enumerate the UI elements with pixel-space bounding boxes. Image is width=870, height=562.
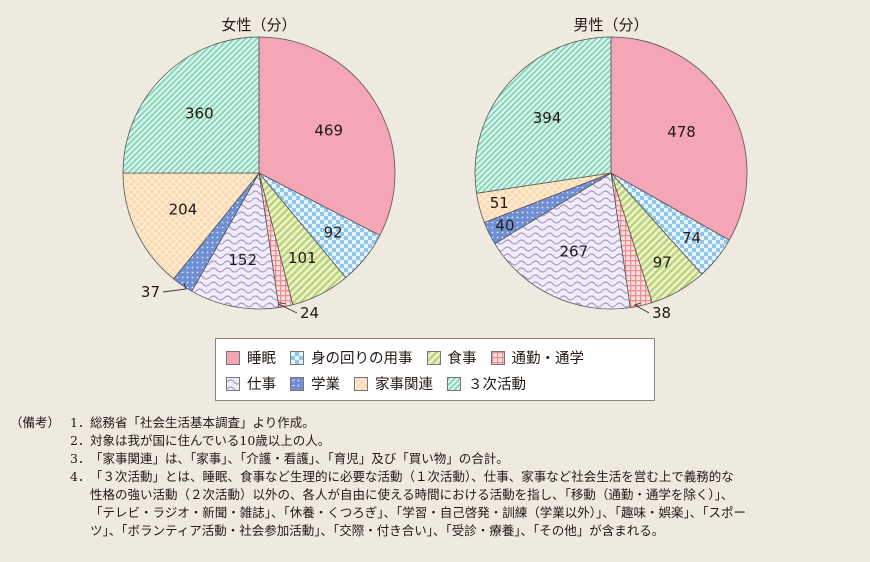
- legend-row-1: 睡眠 身の回りの用事 食事 通勤・通学: [226, 347, 598, 368]
- slice-label-meal: 97: [653, 254, 672, 272]
- female-chart-title: 女性（分）: [221, 16, 297, 34]
- legend-label-study: 学業: [311, 377, 340, 393]
- legend-row-2: 仕事 学業 家事関連 ３次活動: [226, 373, 540, 394]
- slice-label-personal-care: 74: [682, 229, 701, 247]
- slice-label-sleep: 478: [667, 123, 696, 141]
- note-number: 3．: [70, 451, 91, 466]
- male-chart-title: 男性（分）: [573, 16, 649, 34]
- slice-label-personal-care: 92: [324, 224, 343, 242]
- leisure-swatch-icon: [447, 376, 461, 391]
- slice-label-sleep: 469: [314, 122, 343, 140]
- slice-label-study: 37: [141, 283, 160, 301]
- legend-label-commute: 通勤・通学: [511, 351, 585, 367]
- notes: （備考） 1． 総務省「社会生活基本調査」より作成。 2． 対象は我が国に住んで…: [10, 414, 746, 540]
- slice-work: [494, 172, 631, 310]
- note-number: 1．: [70, 415, 91, 430]
- slice-label-commute: 38: [652, 304, 671, 322]
- slice-label-meal: 101: [288, 249, 317, 267]
- female-pie: 469 92 101 24 152 37 204 360: [122, 36, 396, 322]
- note-indent: [10, 450, 70, 468]
- note-indent: [10, 432, 70, 450]
- slice-leisure: [474, 36, 612, 194]
- personal-care-swatch-icon: [290, 350, 304, 365]
- note-text: 総務省「社会生活基本調査」より作成。: [90, 415, 315, 430]
- slice-housework: [122, 172, 260, 280]
- legend-item-meal: 食事: [426, 347, 477, 368]
- legend-label-personal-care: 身の回りの用事: [311, 351, 413, 367]
- slice-label-leisure: 360: [185, 104, 214, 122]
- note-text: 「３次活動」とは、睡眠、食事など生理的に必要な活動（１次活動）、仕事、家事など社…: [90, 469, 747, 538]
- legend-label-leisure: ３次活動: [468, 377, 526, 393]
- leader-line: [633, 302, 650, 314]
- note-1: （備考） 1． 総務省「社会生活基本調査」より作成。: [10, 414, 746, 432]
- legend-item-personal-care: 身の回りの用事: [290, 347, 413, 368]
- slice-label-work: 152: [228, 251, 257, 269]
- legend-item-housework: 家事関連: [354, 373, 433, 394]
- sleep-swatch-icon: [226, 350, 240, 365]
- slice-label-housework: 51: [490, 194, 509, 212]
- note-number: 4．: [70, 469, 91, 484]
- slice-sleep: [610, 36, 748, 241]
- male-pie: 478 74 97 38 267 40 51 394: [474, 36, 748, 322]
- legend-label-meal: 食事: [447, 351, 477, 367]
- legend-label-housework: 家事関連: [375, 377, 433, 393]
- slice-label-study: 40: [495, 216, 514, 234]
- note-text: 対象は我が国に住んでいる10歳以上の人。: [90, 433, 331, 448]
- note-text: 「家事関連」は、「家事」、「介護・看護」、「育児」及び「買い物」の合計。: [90, 451, 509, 466]
- slice-leisure: [122, 36, 260, 174]
- legend-item-study: 学業: [290, 373, 340, 394]
- note-number: 2．: [70, 433, 91, 448]
- note-2: 2． 対象は我が国に住んでいる10歳以上の人。: [10, 432, 746, 450]
- housework-swatch-icon: [354, 376, 368, 391]
- commute-swatch-icon: [490, 350, 505, 365]
- legend-item-commute: 通勤・通学: [490, 347, 585, 368]
- leader-line: [162, 282, 187, 293]
- notes-prefix: （備考）: [10, 415, 61, 430]
- study-swatch-icon: [290, 376, 304, 391]
- note-4: 4． 「３次活動」とは、睡眠、食事など生理的に必要な活動（１次活動）、仕事、家事…: [10, 468, 746, 540]
- meal-swatch-icon: [426, 350, 441, 365]
- pie-charts: 469 92 101 24 152 37 204 360 478 74 97 38 267 40 51 39…: [122, 36, 748, 322]
- slice-label-work: 267: [560, 243, 589, 261]
- legend-item-sleep: 睡眠: [226, 347, 276, 368]
- legend: 睡眠 身の回りの用事 食事 通勤・通学 仕事 学業 家事関連 ３次: [215, 338, 655, 401]
- legend-item-leisure: ３次活動: [447, 373, 526, 394]
- legend-item-work: 仕事: [226, 373, 276, 394]
- work-swatch-icon: [226, 376, 240, 391]
- note-3: 3． 「家事関連」は、「家事」、「介護・看護」、「育児」及び「買い物」の合計。: [10, 450, 746, 468]
- note-indent: [10, 468, 70, 540]
- slice-work: [191, 171, 280, 310]
- slice-label-leisure: 394: [533, 109, 562, 127]
- slice-sleep: [258, 36, 396, 236]
- slice-label-housework: 204: [169, 200, 198, 218]
- legend-label-sleep: 睡眠: [247, 351, 276, 367]
- slice-label-commute: 24: [300, 304, 319, 322]
- legend-label-work: 仕事: [247, 377, 276, 393]
